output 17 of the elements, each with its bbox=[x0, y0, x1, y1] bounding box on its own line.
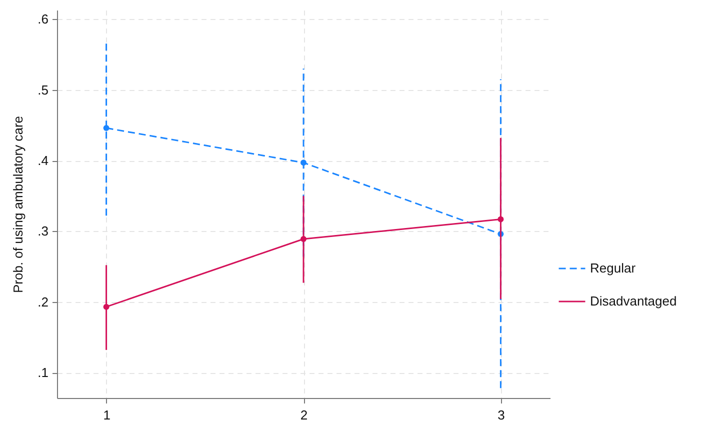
legend-label: Regular bbox=[590, 260, 636, 276]
y-tick-label: .1 bbox=[38, 365, 48, 380]
point bbox=[300, 160, 306, 166]
x-tick-label: 3 bbox=[498, 408, 505, 422]
point bbox=[300, 236, 306, 242]
point bbox=[103, 304, 110, 310]
legend-label: Disadvantaged bbox=[590, 293, 677, 308]
y-tick-label: .4 bbox=[38, 153, 48, 168]
point bbox=[103, 125, 110, 132]
point bbox=[498, 216, 504, 222]
y-tick-label: .5 bbox=[38, 82, 48, 98]
y-tick-label: .2 bbox=[38, 294, 48, 310]
x-tick-label: 2 bbox=[300, 408, 308, 422]
x-tick-label: 1 bbox=[103, 408, 110, 422]
y-tick-label: .6 bbox=[38, 12, 48, 27]
y-axis-title: Prob. of using ambulatory care bbox=[10, 116, 26, 294]
y-tick-label: .3 bbox=[38, 224, 48, 239]
